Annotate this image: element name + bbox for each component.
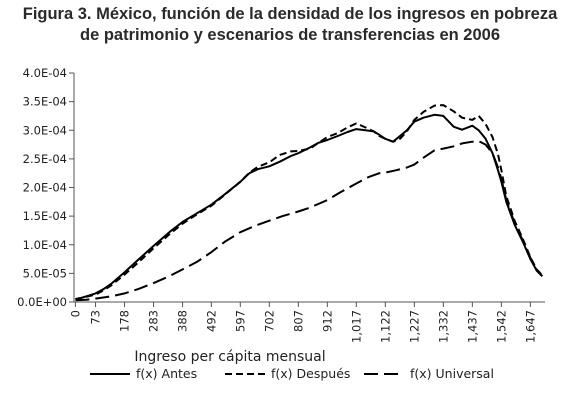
x-tick-label: 1,332: [436, 310, 450, 343]
series-line-2: [75, 104, 543, 301]
x-tick-label: 807: [291, 310, 305, 332]
x-tick-label: 1,017: [349, 310, 363, 343]
legend-label-1: f(x) Antes: [136, 366, 197, 381]
y-tick-label: 1.0E-04: [23, 238, 67, 252]
chart-title-line-2: de patrimonio y escenarios de transferen…: [79, 26, 501, 44]
y-tick-label: 2.5E-04: [23, 152, 67, 166]
x-tick-label: 178: [118, 310, 132, 332]
x-tick-label: 1,647: [523, 310, 537, 343]
y-axis: 0.0E+00 5.0E-05 1.0E-04 1.5E-04 2.0E-04 2.5E-…: [17, 66, 75, 309]
x-axis: 0 73 178 283 388 492 597 702 807 912 1,017 1,122 1,2…: [68, 301, 545, 343]
legend-label-2: f(x) Después: [271, 366, 350, 381]
x-axis-label: Ingreso per cápita mensual: [134, 349, 325, 365]
y-tick-label: 2.0E-04: [23, 181, 67, 195]
x-tick-label: 73: [89, 310, 103, 325]
x-tick-label: 388: [176, 310, 190, 332]
y-tick-label: 3.5E-04: [23, 95, 67, 109]
x-tick-label: 1,227: [407, 310, 421, 343]
legend: f(x) Antes f(x) Después f(x) Universal: [90, 366, 494, 381]
legend-label-3: f(x) Universal: [410, 366, 494, 381]
x-tick-label: 702: [262, 310, 276, 332]
series-layer: [75, 104, 543, 302]
x-tick-label: 912: [320, 310, 334, 332]
x-tick-label: 1,437: [465, 310, 479, 343]
y-tick-label: 0.0E+00: [17, 295, 67, 309]
y-tick-label: 4.0E-04: [23, 66, 67, 80]
x-tick-label: 597: [233, 310, 247, 332]
chart-title-line-1: Figura 3. México, función de la densidad…: [22, 5, 558, 23]
y-tick-label: 5.0E-05: [23, 266, 67, 280]
x-tick-label: 283: [147, 310, 161, 332]
chart-title: Figura 3. México, función de la densidad…: [0, 4, 580, 46]
x-tick-label: 0: [68, 310, 82, 317]
series-line-3: [75, 140, 543, 302]
x-tick-label: 492: [204, 310, 218, 332]
y-tick-label: 1.5E-04: [23, 209, 67, 223]
x-tick-label: 1,122: [378, 310, 392, 343]
x-tick-label: 1,542: [494, 310, 508, 343]
y-tick-label: 3.0E-04: [23, 123, 67, 137]
series-line-1: [75, 113, 543, 301]
